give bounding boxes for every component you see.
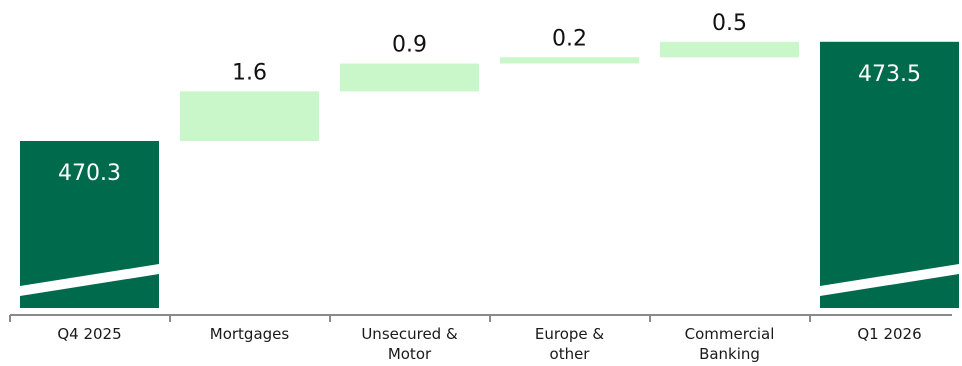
- value-label: 470.3: [58, 161, 121, 186]
- delta-bar: [180, 91, 319, 141]
- delta-bar: [660, 41, 799, 58]
- value-label: 1.6: [232, 60, 267, 85]
- axis-break-stripe: [820, 264, 959, 296]
- bars-layer: [20, 41, 959, 309]
- category-label: Europe & other: [535, 325, 605, 363]
- category-label: Unsecured & Motor: [361, 325, 458, 363]
- total-bar: [820, 41, 959, 309]
- value-label: 0.5: [712, 11, 747, 36]
- x-axis: Q4 2025 Mortgages Unsecured & Motor Europe &…: [9, 314, 952, 363]
- category-label: Q4 2025: [57, 325, 121, 343]
- value-labels-layer: 470.3 1.6 0.9 0.2 0.5 473.5: [58, 11, 921, 186]
- category-label: Q1 2026: [857, 325, 921, 343]
- delta-bar: [500, 57, 639, 64]
- value-label: 0.9: [392, 33, 427, 58]
- delta-bar: [340, 63, 479, 92]
- category-label: Commercial Banking: [685, 325, 775, 363]
- category-label: Mortgages: [210, 325, 290, 343]
- value-label: 473.5: [858, 62, 921, 87]
- axis-break-stripe: [20, 264, 159, 296]
- value-label: 0.2: [552, 26, 587, 51]
